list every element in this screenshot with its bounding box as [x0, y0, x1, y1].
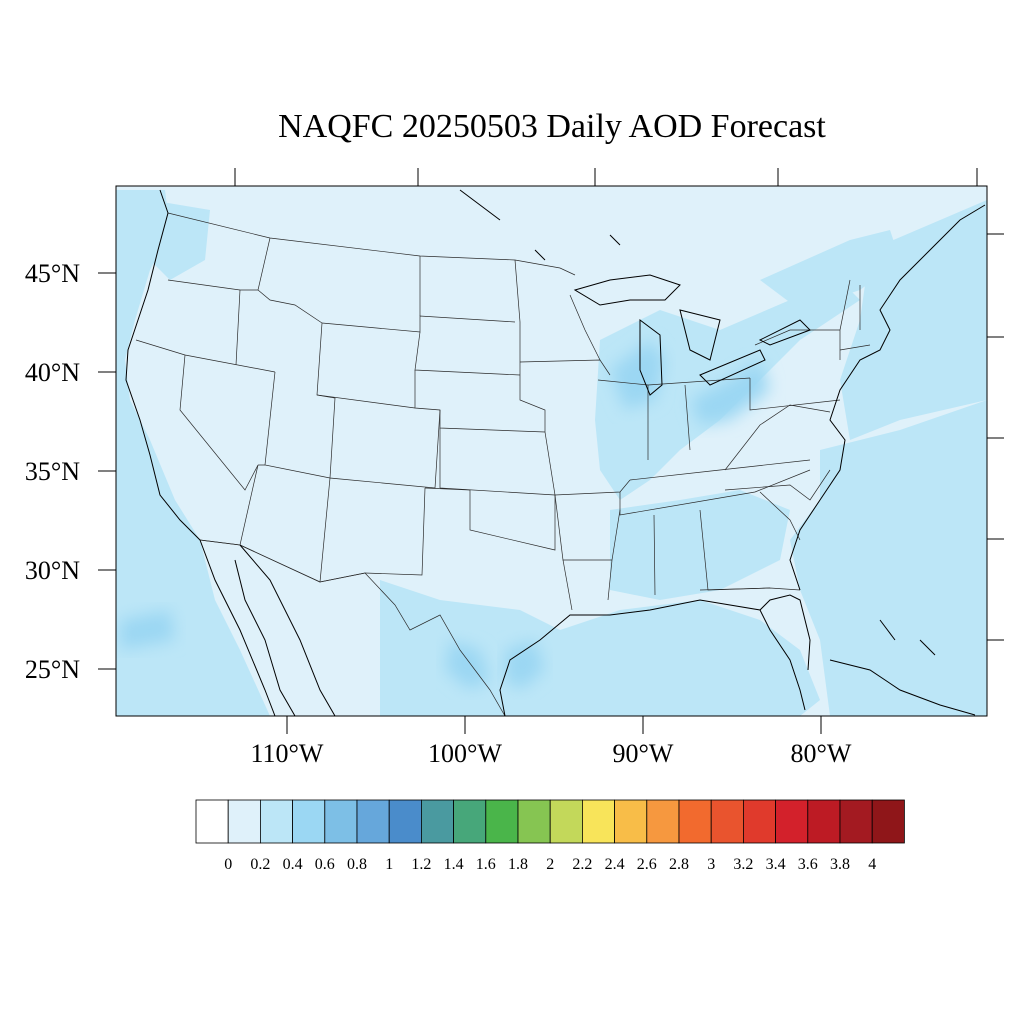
aod-region-nw — [150, 200, 210, 280]
aod-field — [116, 190, 987, 716]
colorbar-bin-15 — [678, 799, 712, 844]
aod-region-canada-ne — [760, 230, 900, 310]
right-ticks — [987, 233, 1004, 641]
colorbar-label: 1.6 — [476, 856, 496, 873]
aod-blob-ohio — [690, 360, 770, 425]
colorbar-label: 3.6 — [798, 856, 818, 873]
colorbar-label: 1.2 — [411, 856, 431, 873]
aod-blob-texas-coast — [445, 640, 490, 690]
colorbar-label: 0.2 — [250, 856, 270, 873]
colorbar-label: 1.4 — [444, 856, 464, 873]
colorbar-bin-4 — [324, 799, 358, 844]
colorbar-boxes — [195, 799, 905, 844]
colorbar-bin-0 — [195, 799, 229, 844]
page-title: NAQFC 20250503 Daily AOD Forecast — [278, 108, 826, 145]
lake-erie — [699, 349, 766, 386]
colorbar-label: 0 — [224, 856, 232, 873]
coastlines — [125, 189, 986, 716]
lon-label-90: 90°W — [613, 739, 674, 768]
lat-label-45: 45°N — [25, 259, 80, 288]
top-ticks — [234, 168, 978, 186]
lake-michigan — [639, 319, 663, 396]
colorbar-label: 4 — [868, 856, 876, 873]
longitude-labels: 110°W 100°W 90°W 80°W — [251, 739, 852, 768]
lon-label-110: 110°W — [251, 739, 324, 768]
colorbar-label: 0.8 — [347, 856, 367, 873]
colorbar-bin-21 — [871, 799, 905, 844]
lake-ontario — [758, 319, 811, 346]
colorbar-bin-3 — [292, 799, 326, 844]
colorbar-bin-19 — [807, 799, 841, 844]
aod-blob-texas-coast-2 — [505, 640, 545, 690]
colorbar-label: 1.8 — [508, 856, 528, 873]
colorbar-label: 2.2 — [572, 856, 592, 873]
colorbar-label: 2.8 — [669, 856, 689, 873]
map-frame — [115, 185, 988, 717]
colorbar-label: 2 — [546, 856, 554, 873]
colorbar-label: 2.4 — [605, 856, 625, 873]
left-ticks — [98, 272, 116, 670]
colorbar-bin-20 — [839, 799, 873, 844]
colorbar-bin-14 — [646, 799, 680, 844]
colorbar-labels: 0 0.2 0.4 0.6 0.8 1 1.2 1.4 1.6 1.8 2 2.2 2.4 2.6 2.8 3… — [224, 856, 876, 873]
colorbar-bin-7 — [420, 799, 454, 844]
colorbar-label: 1 — [385, 856, 393, 873]
colorbar-bin-2 — [259, 799, 293, 844]
colorbar-bin-16 — [710, 799, 744, 844]
aod-region-atlantic — [790, 400, 987, 716]
aod-blob-pacific — [120, 610, 175, 650]
colorbar-bin-13 — [614, 799, 648, 844]
colorbar-bin-8 — [453, 799, 487, 844]
bottom-ticks — [286, 716, 822, 734]
colorbar-bin-10 — [517, 799, 551, 844]
colorbar-bin-18 — [775, 799, 809, 844]
colorbar-bin-5 — [356, 799, 390, 844]
colorbar-label: 3.4 — [766, 856, 786, 873]
lon-label-100: 100°W — [428, 739, 502, 768]
colorbar-bin-6 — [388, 799, 422, 844]
state-boundaries — [135, 212, 871, 716]
latitude-labels: 45°N 40°N 35°N 30°N 25°N — [25, 259, 80, 684]
colorbar-bin-17 — [743, 799, 777, 844]
colorbar-label: 3.2 — [733, 856, 753, 873]
colorbar-label: 3 — [707, 856, 715, 873]
lat-label-35: 35°N — [25, 457, 80, 486]
colorbar-bin-11 — [549, 799, 583, 844]
lon-label-80: 80°W — [791, 739, 852, 768]
lat-label-40: 40°N — [25, 358, 80, 387]
colorbar-label: 0.6 — [315, 856, 335, 873]
colorbar-bin-9 — [485, 799, 519, 844]
colorbar-label: 0.4 — [283, 856, 303, 873]
lat-label-30: 30°N — [25, 556, 80, 585]
lake-huron — [679, 309, 721, 361]
colorbar-bin-12 — [582, 799, 616, 844]
colorbar-label: 2.6 — [637, 856, 657, 873]
lat-label-25: 25°N — [25, 655, 80, 684]
lake-superior — [573, 274, 681, 306]
aod-blob-michigan — [610, 340, 665, 410]
colorbar-label: 3.8 — [830, 856, 850, 873]
colorbar-bin-1 — [227, 799, 261, 844]
